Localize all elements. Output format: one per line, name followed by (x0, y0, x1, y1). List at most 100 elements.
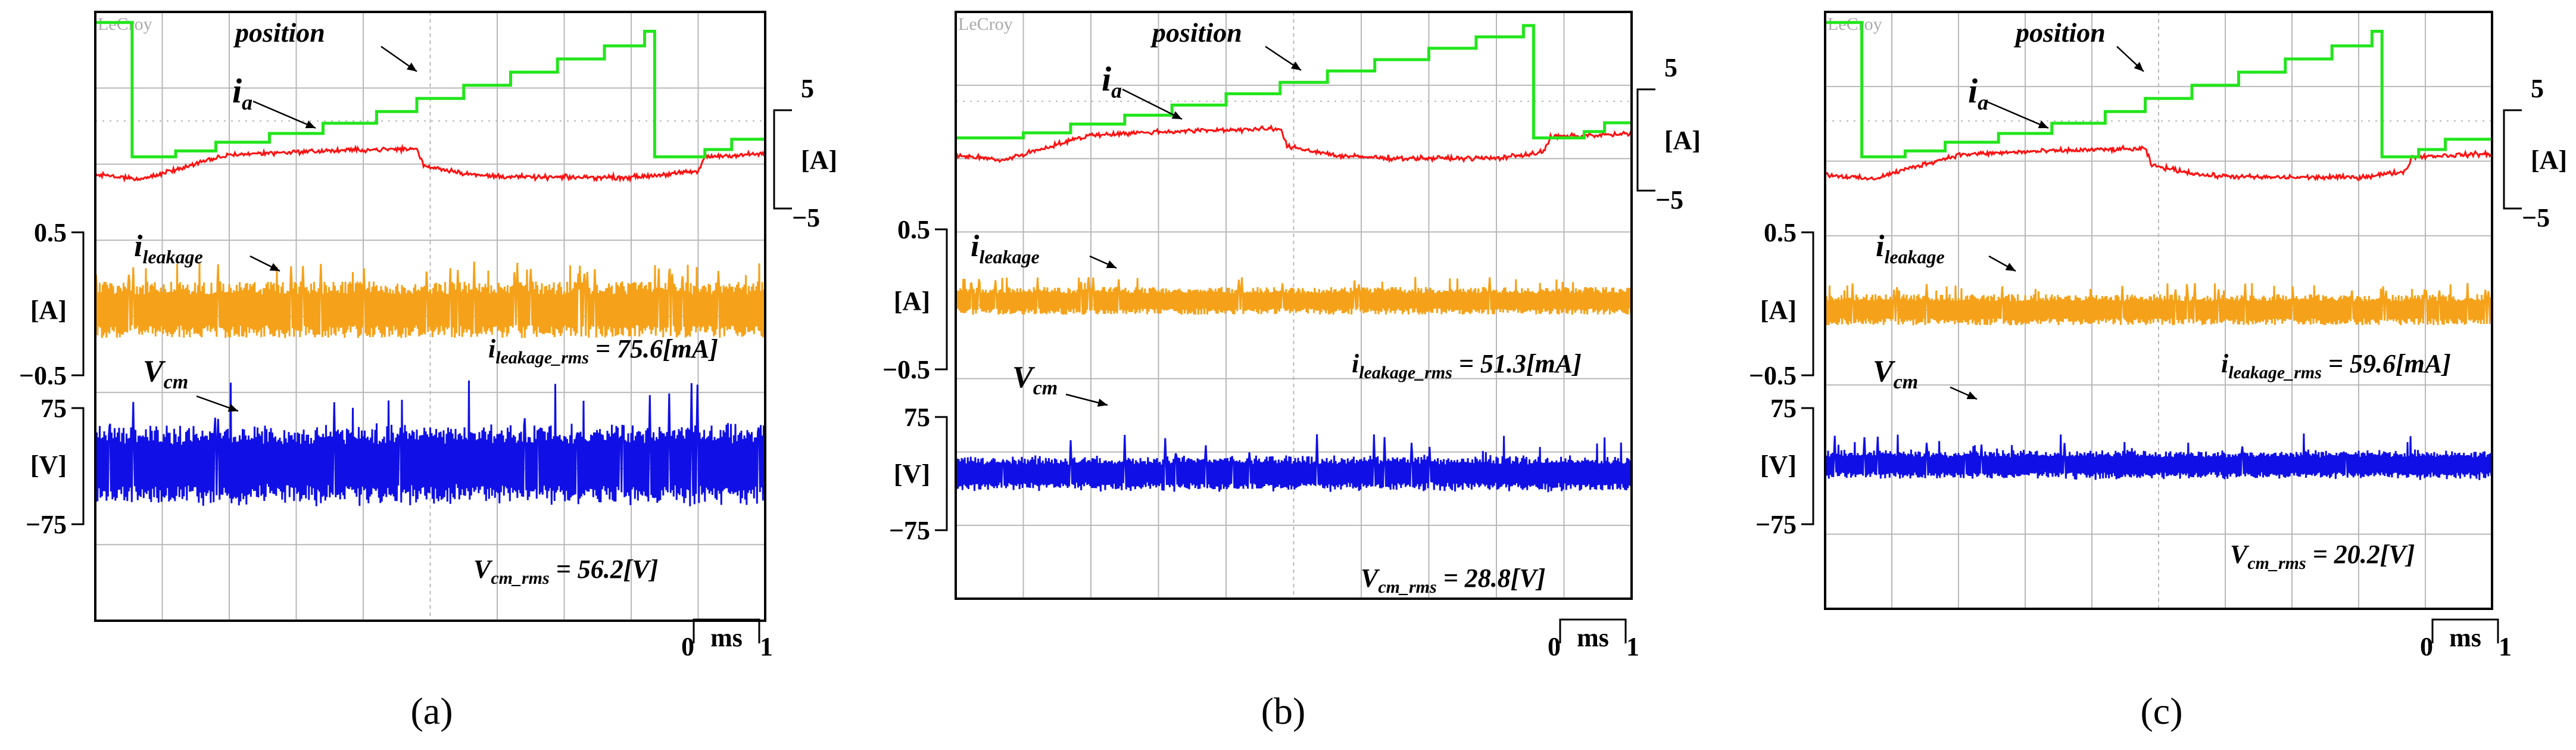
ia-arrow-head (1171, 111, 1182, 119)
vcm-scale-bracket: 75 [V] −75 (889, 403, 948, 545)
ia-scale-bottom: −5 (792, 203, 820, 232)
ia-arrow-shaft (1122, 88, 1183, 120)
ia-scale-bracket: 5 [A] −5 (1636, 53, 1701, 214)
position-arrow (381, 45, 417, 73)
ia-arrow (1985, 100, 2049, 129)
vcm-scale-bottom: −75 (889, 516, 930, 545)
ia-arrow-shaft (252, 100, 316, 129)
vcm-scale-line (1801, 407, 1814, 525)
leakage-scale-top: 0.5 (897, 215, 930, 244)
position-label: position (1150, 17, 1242, 48)
leakage-scale-line (935, 228, 948, 371)
vcm-arrow (1950, 386, 1978, 400)
panel-caption: (c) (2140, 690, 2182, 732)
leakage-scale-bracket: 0.5 [A] −0.5 (19, 218, 85, 390)
leakage-scale-unit: [A] (1760, 295, 1797, 325)
leakage-trace (1824, 283, 2493, 326)
time-scale-end: 1 (1626, 632, 1639, 661)
position-label: position (2013, 17, 2106, 48)
leakage-rms-annotation: ileakage_rms = 51.3[mA] (1352, 349, 1582, 382)
vcm-scale-bracket: 75 [V] −75 (1755, 394, 1814, 539)
position-arrow (1265, 45, 1302, 71)
position-label: position (233, 17, 325, 48)
vcm-arrow-head (227, 404, 238, 412)
brand-label: LeCroy (958, 14, 1013, 34)
position-trace (1825, 21, 2492, 158)
ia-scale-line (1636, 88, 1655, 192)
panel-caption: (b) (1261, 690, 1306, 732)
ia-label: ia (1102, 60, 1122, 102)
time-scale-bracket: 0 ms 1 (1548, 618, 1639, 661)
vcm-label: Vcm (143, 354, 188, 393)
ia-scale-unit: [A] (1664, 126, 1701, 155)
vcm-scale-bottom: −75 (26, 510, 67, 539)
screen-frame (955, 11, 1633, 600)
ia-scale-bracket: 5 [A] −5 (2503, 74, 2567, 232)
time-scale-line (2431, 618, 2499, 643)
leakage-label: ileakage (1876, 229, 1945, 267)
ia-scale-bottom: −5 (2522, 203, 2550, 232)
vcm-arrow (1065, 393, 1108, 407)
ia-scale-unit: [A] (801, 145, 837, 175)
ia-scale-unit: [A] (2531, 145, 2567, 175)
position-arrow-head (406, 63, 417, 71)
ia-arrow-head (2038, 120, 2048, 129)
leakage-arrow-head (269, 263, 280, 271)
position-trace (956, 24, 1632, 140)
time-scale-start: 0 (2420, 632, 2433, 661)
leakage-scale-bottom: −0.5 (19, 361, 67, 390)
scope-panel-3: LeCroy position ia ileakage Vcm ileakage_rms … (1749, 11, 2567, 732)
leakage-arrow (250, 255, 280, 272)
leakage-arrow (1089, 255, 1117, 269)
ia-scale-top: 5 (2531, 74, 2544, 103)
vcm-trace (955, 434, 1633, 493)
panel-caption: (a) (410, 690, 453, 732)
vcm-arrow-head (1966, 391, 1977, 399)
leakage-scale-top: 0.5 (34, 218, 67, 247)
vcm-arrow-head (1097, 399, 1108, 407)
time-scale-unit: ms (2449, 623, 2481, 652)
time-scale-end: 1 (760, 632, 773, 661)
vcm-scale-unit: [V] (30, 450, 67, 480)
time-scale-unit: ms (710, 623, 743, 652)
ia-scale-line (773, 109, 792, 210)
ia-scale-bottom: −5 (1655, 185, 1683, 214)
leakage-trace (94, 262, 766, 338)
ia-label: ia (1968, 71, 1988, 114)
vcm-scale-bracket: 75 [V] −75 (26, 394, 85, 539)
time-scale-line (693, 618, 760, 643)
leakage-trace (955, 276, 1633, 315)
ia-scale-line (2503, 109, 2522, 210)
leakage-arrow-head (2005, 263, 2016, 271)
vcm-scale-unit: [V] (894, 459, 930, 488)
position-arrow-head (1290, 61, 1301, 70)
time-scale-line (1559, 618, 1627, 643)
leakage-label: ileakage (134, 229, 203, 267)
vcm-scale-line (71, 407, 85, 525)
position-arrow (2116, 46, 2144, 72)
ia-scale-bracket: 5 [A] −5 (773, 74, 837, 232)
scope-panel-2: LeCroy position ia ileakage Vcm ileakage_rms … (882, 11, 1701, 732)
time-scale-unit: ms (1577, 623, 1609, 652)
leakage-scale-line (1801, 231, 1814, 376)
brand-label: LeCroy (98, 14, 152, 34)
ia-scale-top: 5 (801, 74, 814, 103)
leakage-arrow (1988, 255, 2016, 272)
leakage-scale-top: 0.5 (1764, 218, 1797, 247)
screen-frame (1824, 11, 2493, 610)
vcm-arrow (196, 395, 239, 412)
position-trace (95, 21, 765, 158)
leakage-rms-annotation: ileakage_rms = 59.6[mA] (2221, 349, 2451, 382)
ia-trace (955, 124, 1633, 163)
screen-frame (94, 11, 766, 622)
vcm-rms-annotation: Vcm_rms = 20.2[V] (2230, 540, 2415, 573)
ia-scale-top: 5 (1664, 53, 1677, 82)
leakage-scale-unit: [A] (894, 287, 930, 316)
vcm-scale-bottom: −75 (1755, 510, 1797, 539)
position-arrow-head (2134, 61, 2144, 71)
time-scale-start: 0 (681, 632, 694, 661)
leakage-scale-bottom: −0.5 (882, 355, 930, 384)
vcm-rms-annotation: Vcm_rms = 28.8[V] (1361, 564, 1545, 597)
brand-label: LeCroy (1827, 14, 1882, 34)
